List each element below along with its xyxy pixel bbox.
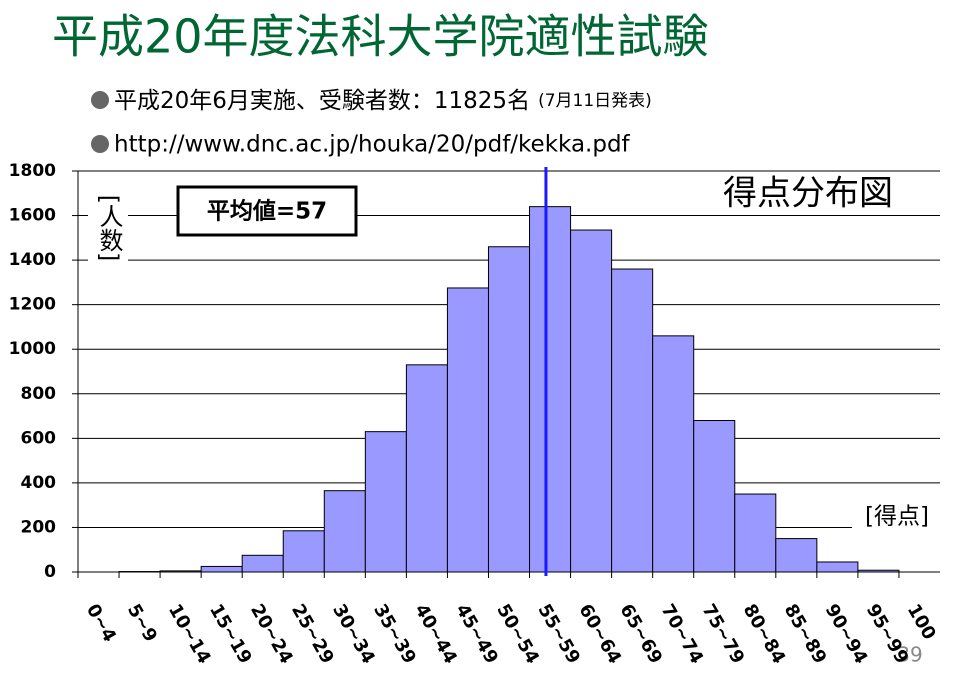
bar [282,530,325,573]
chart: 0 200 400 600 800 1000 1200 1400 1600 1800 0~4 5~9 1… [9,161,942,667]
x-tick-label: 5~9 [123,601,161,646]
bullet-text: 平成20年6月実施、受験者数：11825名 (7月11日発表) [114,88,652,114]
bar [570,229,613,573]
bullet-text: http://www.dnc.ac.jp/houka/20/pdf/kekka.… [114,132,631,158]
bullet-main: 平成20年6月実施、受験者数：11825名 [114,88,530,114]
bar [816,561,859,573]
x-tick-label: 100 [903,601,940,644]
y-tick-label: 600 [21,428,57,448]
y-tick-label: 1800 [9,161,56,181]
y-tick-label: 1600 [9,206,56,226]
chart-title: 得点分布図 [723,174,893,214]
bar [487,246,531,573]
y-axis-label: [人数] [95,195,123,262]
bar [200,565,243,573]
y-tick-label: 800 [21,384,57,404]
y-tick-label: 1200 [9,295,56,315]
bar [323,490,366,573]
slide-title: 平成20年度法科大学院適性試験 [52,10,709,64]
x-label-bg [852,500,942,534]
y-tick-label: 1400 [9,250,56,270]
y-tick-label: 400 [21,473,57,493]
bar [446,287,489,573]
bar [529,206,572,573]
bar [241,554,284,573]
bullet-dot [91,91,109,109]
y-label-bg [88,180,128,276]
y-tick-label: 0 [44,562,56,582]
y-tick-label: 200 [21,517,57,537]
x-tick-label: 0~4 [82,601,120,646]
bar [775,538,818,573]
y-tick-label: 1000 [9,339,56,359]
bar [405,364,448,573]
annotation-box [176,185,358,237]
bar [611,268,654,573]
bar [652,335,695,573]
bullet-dot [91,135,109,153]
annotation-label: 平均値=57 [207,198,327,225]
bar [364,431,407,573]
page-number: 39 [897,643,922,667]
bar [693,420,736,573]
x-axis-label: [得点] [865,504,929,530]
bar [734,493,777,573]
bullet-note: (7月11日発表) [538,91,652,111]
